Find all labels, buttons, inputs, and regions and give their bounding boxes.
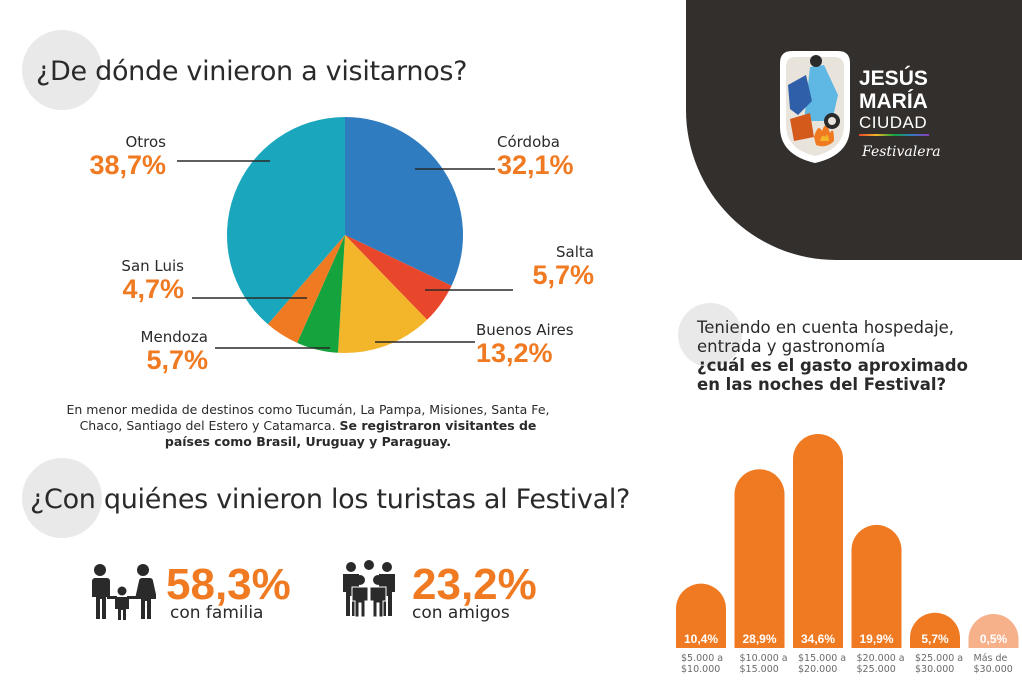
heading-circle-decoration: [22, 30, 102, 110]
spending-bar: [793, 434, 843, 648]
bar-category-label: $10.000: [681, 664, 720, 675]
pie-slice-otros: [227, 117, 345, 325]
question-circle-decoration: [678, 303, 742, 367]
slice-pct-cordoba: 32,1%: [497, 150, 574, 180]
pie-slice-buenos-aires: [337, 235, 428, 354]
pie-slice-mendoza: [297, 235, 345, 353]
group-icon: [343, 560, 395, 618]
bar-value-label: 10,4%: [684, 632, 718, 646]
slice-pct-salta: 5,7%: [532, 260, 594, 290]
family-label: con familia: [170, 603, 264, 623]
slice-pct-buenos-aires: 13,2%: [476, 338, 553, 368]
pie-label-san-luis: San Luis 4,7%: [121, 257, 184, 303]
bar-category-label: $20.000: [798, 664, 837, 675]
bar-category-label: $30.000: [974, 664, 1013, 675]
bar-value-label: 28,9%: [742, 632, 776, 646]
logo-line-2: MARÍA: [859, 90, 928, 113]
pie-label-cordoba: Córdoba 32,1%: [497, 133, 574, 179]
festival-emblem-icon: [780, 51, 850, 163]
bar-category-label: $15.000 a: [798, 653, 846, 664]
slice-name-cordoba: Córdoba: [497, 133, 560, 151]
spending-bar: [676, 583, 726, 648]
bar-value-label: 19,9%: [859, 632, 893, 646]
logo-rainbow-divider: [859, 134, 929, 136]
pie-label-salta: Salta 5,7%: [532, 243, 594, 289]
spending-question: Teniendo en cuenta hospedaje, entrada y …: [697, 318, 968, 394]
question-line-4: en las noches del Festival?: [697, 375, 947, 394]
bar-value-label: 5,7%: [921, 632, 949, 646]
bar-value-label: 0,5%: [980, 632, 1008, 646]
logo-line-3: CIUDAD: [859, 113, 928, 132]
origin-pie-chart: [177, 117, 513, 354]
bar-value-label: 34,6%: [801, 632, 835, 646]
slice-pct-otros: 38,7%: [89, 150, 166, 180]
bar-category-label: $10.000 a: [740, 653, 788, 664]
friends-percentage: 23,2%: [412, 560, 537, 609]
spending-bar: [734, 469, 785, 648]
pie-label-otros: Otros 38,7%: [89, 133, 166, 179]
bar-category-label: $25.000 a: [915, 653, 963, 664]
logo-panel: JESÚS MARÍA CIUDAD Festivalera: [686, 0, 1022, 260]
slice-name-buenos-aires: Buenos Aires: [476, 321, 574, 339]
bar-category-label: Más de: [974, 653, 1008, 664]
bar-category-label: $5.000 a: [681, 653, 723, 664]
question-line-2: entrada y gastronomía: [697, 337, 886, 356]
slice-name-salta: Salta: [556, 243, 594, 261]
heading-circle-decoration: [22, 458, 102, 538]
spending-bar: [851, 524, 902, 648]
section2-title: ¿Con quiénes vinieron los turistas al Fe…: [30, 484, 631, 515]
note-regular-text: En menor medida de destinos como Tucumán…: [66, 402, 550, 433]
note-bold-text: Se registraron visitantes de países como…: [164, 418, 537, 449]
family-percentage: 58,3%: [166, 560, 291, 609]
slice-pct-mendoza: 5,7%: [146, 345, 208, 375]
bar-category-label: $15.000: [740, 664, 779, 675]
spending-bar: [968, 614, 1019, 648]
pie-slice-san-luis: [267, 235, 345, 343]
slice-name-mendoza: Mendoza: [140, 328, 208, 346]
section1-title: ¿De dónde vinieron a visitarnos?: [36, 56, 468, 87]
pie-slice-córdoba: [345, 117, 464, 286]
spending-bar: [910, 612, 960, 648]
slice-name-otros: Otros: [125, 133, 166, 151]
family-icon: [92, 564, 156, 620]
bar-category-label: $25.000: [857, 664, 896, 675]
logo-tagline: Festivalera: [862, 144, 941, 160]
pie-slice-salta: [345, 235, 452, 320]
slice-name-san-luis: San Luis: [121, 257, 184, 275]
pie-label-buenos-aires: Buenos Aires 13,2%: [476, 321, 574, 367]
friends-label: con amigos: [412, 603, 510, 623]
slice-pct-san-luis: 4,7%: [122, 274, 184, 304]
pie-label-mendoza: Mendoza 5,7%: [141, 328, 208, 374]
question-line-3: ¿cuál es el gasto aproximado: [697, 356, 968, 375]
origin-note: En menor medida de destinos como Tucumán…: [58, 402, 558, 450]
bar-category-label: $20.000 a: [857, 653, 905, 664]
logo-line-1: JESÚS: [859, 67, 928, 90]
question-line-1: Teniendo en cuenta hospedaje,: [697, 318, 955, 337]
bar-category-label: $30.000: [915, 664, 954, 675]
